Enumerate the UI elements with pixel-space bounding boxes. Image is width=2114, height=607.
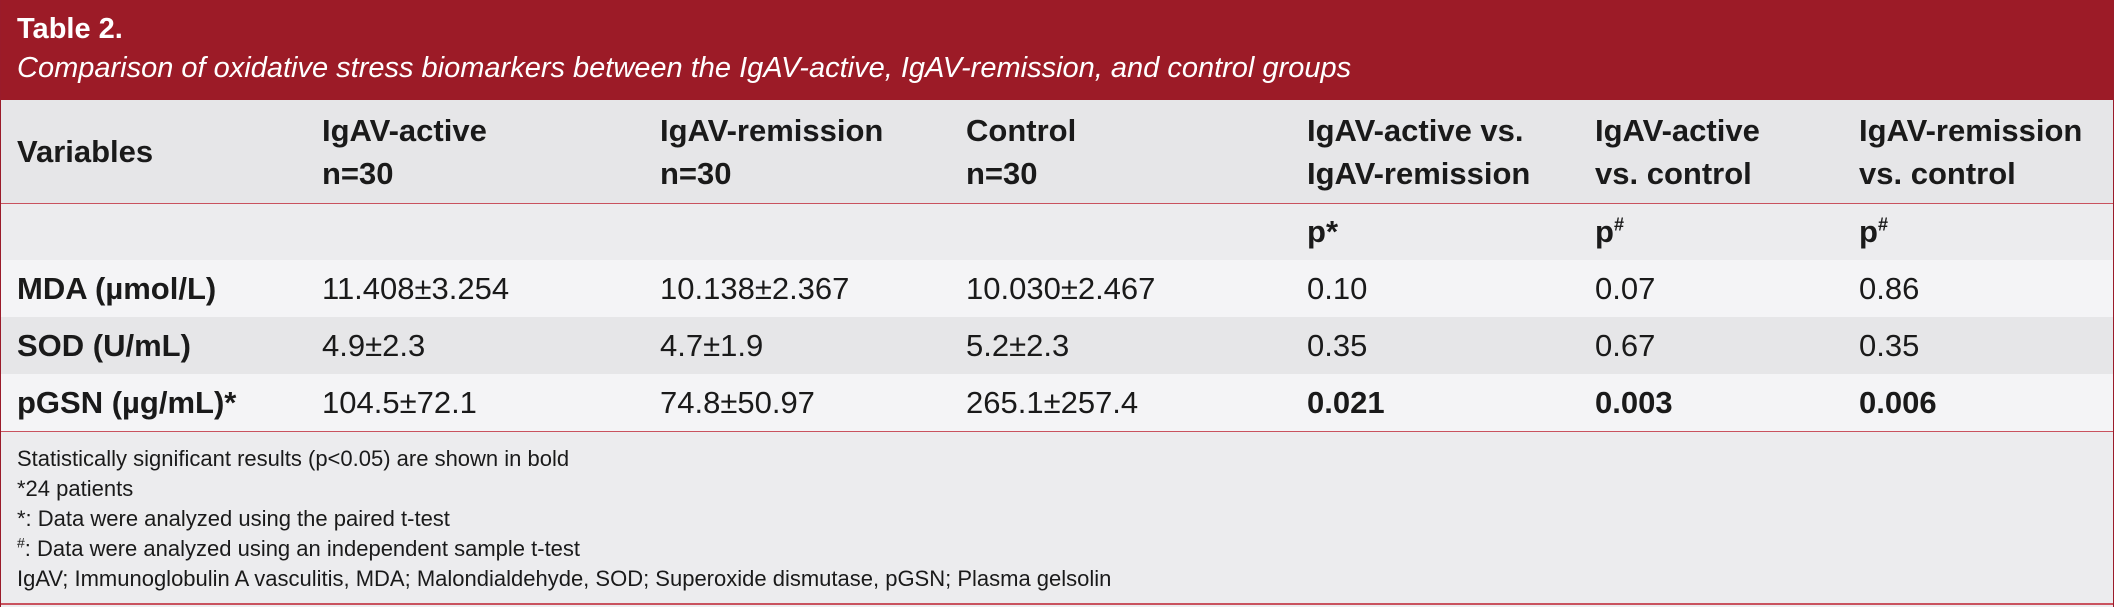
footnote-independent-test: #: Data were analyzed using an independe… [17, 534, 2097, 564]
header-line: n=30 [966, 155, 1038, 191]
cell-active: 104.5±72.1 [306, 374, 644, 432]
empty-cell [950, 203, 1291, 260]
empty-cell [306, 203, 644, 260]
header-line: IgAV-active vs. [1307, 112, 1524, 148]
p-mark: # [1877, 214, 1888, 235]
cell-active: 4.9±2.3 [306, 317, 644, 374]
header-active-vs-control: IgAV-active vs. control [1579, 100, 1843, 204]
header-line: IgAV-remission [660, 112, 884, 148]
cell-remission: 74.8±50.97 [644, 374, 950, 432]
table-caption: Table 2. Comparison of oxidative stress … [1, 0, 2113, 100]
footnote-patients: *24 patients [17, 476, 134, 501]
header-active-vs-remission: IgAV-active vs. IgAV-remission [1291, 100, 1579, 204]
header-line: vs. control [1595, 155, 1752, 191]
p-symbol: p [1859, 214, 1878, 249]
pvalue-subheader-row: p* p# p# [1, 203, 2113, 260]
cell-p-active-remission: 0.10 [1291, 260, 1579, 317]
empty-cell [644, 203, 950, 260]
cell-active: 11.408±3.254 [306, 260, 644, 317]
cell-p-remission-control: 0.006 [1843, 374, 2113, 432]
table-footnotes: Statistically significant results (p<0.0… [1, 432, 2113, 594]
cell-p-active-remission: 0.35 [1291, 317, 1579, 374]
header-line: IgAV-active [322, 112, 487, 148]
cell-p-active-control: 0.003 [1579, 374, 1843, 432]
header-line: IgAV-remission [1859, 112, 2083, 148]
table-row: SOD (U/mL) 4.9±2.3 4.7±1.9 5.2±2.3 0.35 … [1, 317, 2113, 374]
cell-p-active-control: 0.67 [1579, 317, 1843, 374]
header-line: IgAV-remission [1307, 155, 1531, 191]
footnote-abbreviations: IgAV; Immunoglobulin A vasculitis, MDA; … [17, 566, 1112, 591]
bottom-rule [1, 603, 2113, 605]
header-row: Variables IgAV-active n=30 IgAV-remissio… [1, 100, 2113, 204]
empty-cell [1, 203, 306, 260]
header-line: IgAV-active [1595, 112, 1760, 148]
header-igav-remission: IgAV-remission n=30 [644, 100, 950, 204]
p-label-paired: p* [1291, 203, 1579, 260]
row-variable: MDA (µmol/L) [1, 260, 306, 317]
cell-p-remission-control: 0.35 [1843, 317, 2113, 374]
cell-remission: 4.7±1.9 [644, 317, 950, 374]
p-mark: * [1325, 214, 1339, 249]
cell-remission: 10.138±2.367 [644, 260, 950, 317]
p-label-independent: p# [1579, 203, 1843, 260]
header-line: Control [966, 112, 1077, 148]
header-variables: Variables [1, 100, 306, 204]
p-label-independent: p# [1843, 203, 2113, 260]
cell-control: 265.1±257.4 [950, 374, 1291, 432]
footnote-text: : Data were analyzed using an independen… [24, 536, 581, 561]
footnote-mark: # [17, 534, 25, 551]
table-title: Comparison of oxidative stress biomarker… [17, 52, 1352, 84]
header-line: n=30 [660, 155, 732, 191]
table-row: pGSN (µg/mL)* 104.5±72.1 74.8±50.97 265.… [1, 374, 2113, 432]
header-remission-vs-control: IgAV-remission vs. control [1843, 100, 2113, 204]
header-control: Control n=30 [950, 100, 1291, 204]
p-symbol: p [1595, 214, 1614, 249]
cell-p-remission-control: 0.86 [1843, 260, 2113, 317]
header-line: n=30 [322, 155, 394, 191]
table-label: Table 2. [17, 13, 123, 45]
header-igav-active: IgAV-active n=30 [306, 100, 644, 204]
p-symbol: p [1307, 214, 1326, 249]
cell-p-active-control: 0.07 [1579, 260, 1843, 317]
footnote-paired-test: *: Data were analyzed using the paired t… [17, 506, 450, 531]
table-row: MDA (µmol/L) 11.408±3.254 10.138±2.367 1… [1, 260, 2113, 317]
cell-p-active-remission: 0.021 [1291, 374, 1579, 432]
row-variable: pGSN (µg/mL)* [1, 374, 306, 432]
header-line: vs. control [1859, 155, 2016, 191]
footnote-bold-note: Statistically significant results (p<0.0… [17, 446, 570, 471]
data-table: Variables IgAV-active n=30 IgAV-remissio… [1, 100, 2113, 432]
cell-control: 5.2±2.3 [950, 317, 1291, 374]
p-mark: # [1613, 214, 1624, 235]
cell-control: 10.030±2.467 [950, 260, 1291, 317]
row-variable: SOD (U/mL) [1, 317, 306, 374]
